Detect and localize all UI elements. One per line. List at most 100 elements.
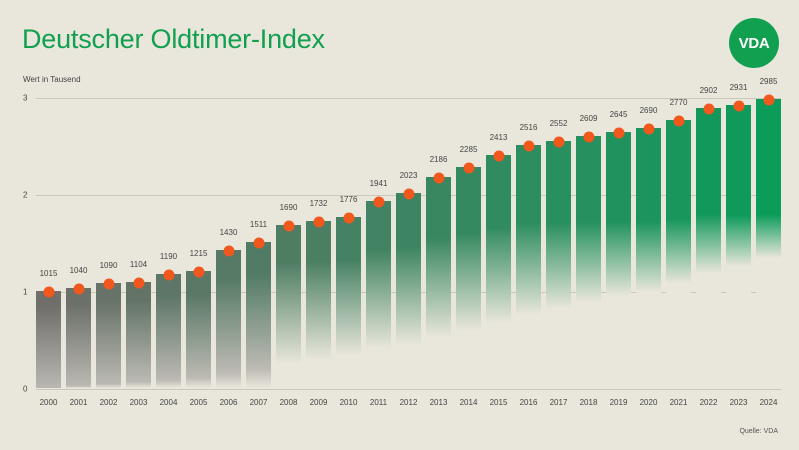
value-label: 2609 (579, 113, 598, 123)
value-label: 2902 (699, 85, 718, 95)
data-point-marker (283, 220, 294, 232)
data-point-marker (313, 216, 324, 228)
data-point-marker (643, 123, 654, 135)
value-label: 1215 (189, 249, 208, 259)
data-point-marker (133, 277, 144, 289)
x-tick-label: 2017 (549, 398, 568, 407)
y-axis-label: Wert in Tausend (23, 75, 81, 84)
bar-2000 (36, 290, 61, 388)
y-tick-label: 3 (23, 93, 28, 103)
value-label: 2186 (429, 154, 448, 164)
bar-2024 (756, 99, 781, 388)
x-tick-label: 2001 (69, 398, 88, 407)
value-label: 1430 (219, 228, 238, 238)
x-tick-label: 2010 (339, 398, 358, 407)
data-point-marker (733, 100, 744, 112)
data-point-marker (763, 94, 774, 106)
value-label: 1104 (129, 259, 148, 269)
value-label: 1015 (39, 268, 58, 278)
bar-2003 (126, 281, 151, 388)
bar-2018 (576, 135, 601, 388)
data-point-marker (343, 212, 354, 224)
data-point-marker (43, 286, 54, 298)
x-tick-label: 2005 (189, 398, 208, 407)
value-label: 2985 (759, 77, 778, 87)
data-point-marker (673, 115, 684, 127)
value-label: 1511 (249, 220, 268, 230)
x-tick-label: 2013 (429, 398, 448, 407)
data-point-marker (703, 103, 714, 114)
bar-2017 (546, 141, 571, 388)
value-label: 2931 (729, 82, 748, 92)
bar-2019 (606, 132, 631, 388)
value-label: 1190 (159, 251, 178, 261)
gridline-0 (36, 389, 781, 390)
y-tick-label: 2 (23, 190, 28, 200)
bar-2015 (486, 154, 511, 388)
bar-2012 (396, 192, 421, 388)
data-point-marker (103, 278, 114, 290)
y-tick-label: 0 (23, 384, 28, 394)
data-point-marker (583, 131, 594, 143)
chart-title: Deutscher Oldtimer-Index (22, 24, 325, 54)
x-tick-label: 2003 (129, 398, 148, 407)
data-point-marker (193, 266, 204, 278)
bar-2004 (156, 273, 181, 388)
x-tick-label: 2016 (519, 398, 538, 407)
data-point-marker (463, 162, 474, 174)
bar-2007 (246, 242, 271, 388)
x-tick-label: 2007 (249, 398, 268, 407)
value-label: 2552 (549, 119, 568, 129)
logo-text: VDA (738, 34, 770, 52)
bar-2002 (96, 283, 121, 388)
x-tick-label: 2024 (759, 398, 778, 407)
bar-2001 (66, 288, 91, 388)
data-point-marker (493, 150, 504, 162)
data-point-marker (373, 196, 384, 208)
value-label: 1090 (99, 261, 118, 271)
data-point-marker (433, 172, 444, 184)
data-point-marker (163, 269, 174, 281)
data-point-marker (403, 188, 414, 200)
x-tick-label: 2019 (609, 398, 628, 407)
bar-2021 (666, 120, 691, 388)
vda-logo: VDA (729, 18, 779, 68)
data-point-marker (73, 283, 84, 295)
x-tick-label: 2009 (309, 398, 328, 407)
x-tick-label: 2006 (219, 398, 238, 407)
x-tick-label: 2002 (99, 398, 118, 407)
bar-2016 (516, 144, 541, 388)
x-tick-label: 2021 (669, 398, 688, 407)
bar-2010 (336, 216, 361, 388)
value-label: 1732 (309, 198, 328, 208)
x-tick-label: 2023 (729, 398, 748, 407)
x-tick-label: 2020 (639, 398, 658, 407)
gridline-3 (36, 98, 781, 99)
bar-2009 (306, 220, 331, 388)
bar-2013 (426, 176, 451, 388)
x-tick-label: 2008 (279, 398, 298, 407)
data-point-marker (613, 127, 624, 139)
bar-2008 (276, 225, 301, 388)
value-label: 1941 (369, 178, 388, 188)
data-point-marker (253, 237, 264, 249)
bar-2023 (726, 104, 751, 388)
bar-2020 (636, 128, 661, 388)
bar-2014 (456, 167, 481, 388)
x-tick-label: 2022 (699, 398, 718, 407)
bar-2006 (216, 250, 241, 388)
value-label: 2645 (609, 110, 628, 120)
data-point-marker (523, 140, 534, 152)
value-label: 1040 (69, 266, 88, 276)
source-note: Quelle: VDA (739, 428, 778, 435)
x-tick-label: 2014 (459, 398, 478, 407)
value-label: 2023 (399, 170, 418, 180)
data-point-marker (553, 136, 564, 148)
value-label: 2770 (669, 98, 688, 108)
value-label: 2285 (459, 145, 478, 155)
y-tick-label: 1 (23, 287, 28, 297)
x-tick-label: 2004 (159, 398, 178, 407)
value-label: 2690 (639, 106, 658, 116)
bar-2005 (186, 271, 211, 388)
